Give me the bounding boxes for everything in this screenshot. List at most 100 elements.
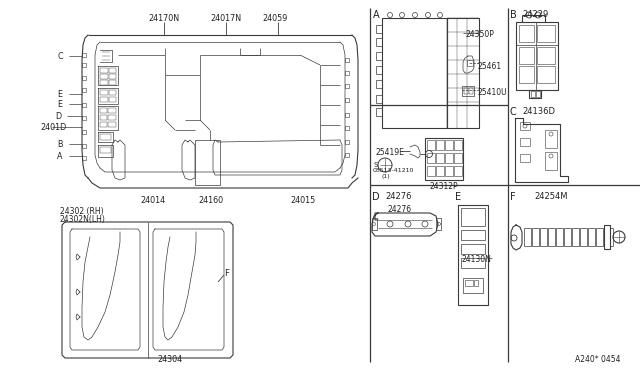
Text: F: F <box>224 269 229 278</box>
Bar <box>109 80 116 85</box>
Bar <box>556 228 563 246</box>
Bar <box>461 230 485 240</box>
Bar <box>345 126 349 130</box>
Bar <box>532 228 539 246</box>
Bar <box>520 138 530 146</box>
Text: 24276: 24276 <box>388 205 412 214</box>
Bar <box>345 113 349 117</box>
Bar <box>580 228 587 246</box>
Bar <box>596 228 603 246</box>
Bar <box>100 122 107 127</box>
Bar <box>454 166 462 176</box>
Text: 2401D: 2401D <box>40 123 67 132</box>
Bar <box>447 18 479 128</box>
Bar <box>100 134 111 140</box>
Bar <box>610 228 613 246</box>
Bar <box>427 140 435 150</box>
Bar <box>537 25 555 42</box>
Bar <box>382 18 447 128</box>
Bar <box>108 108 116 113</box>
Bar <box>445 153 453 163</box>
Bar <box>82 156 86 160</box>
Bar <box>540 228 547 246</box>
Bar <box>469 88 473 94</box>
Bar <box>376 52 382 60</box>
Bar <box>604 225 610 249</box>
Bar <box>100 108 107 113</box>
Text: S: S <box>373 162 378 168</box>
Bar <box>537 47 555 64</box>
Text: F: F <box>510 192 516 202</box>
Bar <box>345 71 349 75</box>
Text: 24304: 24304 <box>157 355 182 364</box>
Text: 25410U: 25410U <box>478 88 508 97</box>
Bar <box>376 80 382 88</box>
Bar <box>82 53 86 57</box>
Bar <box>519 47 534 64</box>
Bar <box>109 68 116 73</box>
Bar <box>519 25 534 42</box>
Bar <box>195 140 220 185</box>
Text: E: E <box>57 100 62 109</box>
Text: D: D <box>55 112 61 121</box>
Bar <box>520 122 530 130</box>
Bar <box>100 97 108 102</box>
Text: 24276: 24276 <box>385 192 412 201</box>
Bar <box>564 228 571 246</box>
Bar <box>82 63 86 67</box>
Bar <box>436 153 444 163</box>
Bar <box>345 153 349 157</box>
Bar <box>100 74 108 79</box>
Bar <box>345 98 349 102</box>
Bar <box>462 86 474 96</box>
Bar <box>376 38 382 46</box>
Bar <box>467 60 473 66</box>
Text: 24130N: 24130N <box>462 255 492 264</box>
Bar <box>572 228 579 246</box>
Bar <box>427 153 435 163</box>
Bar <box>108 115 116 120</box>
Bar <box>474 280 478 286</box>
Text: A: A <box>57 152 63 161</box>
Bar <box>454 140 462 150</box>
Text: 24059: 24059 <box>262 14 287 23</box>
Bar <box>436 166 444 176</box>
Text: C: C <box>57 52 63 61</box>
Bar <box>454 153 462 163</box>
Text: 24312P: 24312P <box>429 182 458 191</box>
Bar <box>464 88 468 94</box>
Bar <box>465 280 473 286</box>
Bar <box>516 22 558 90</box>
Bar <box>82 144 86 148</box>
Bar <box>109 97 116 102</box>
Bar <box>519 66 534 83</box>
Bar <box>588 228 595 246</box>
Text: 24254M: 24254M <box>534 192 568 201</box>
Text: 24229: 24229 <box>522 10 548 19</box>
Text: 08513-41210: 08513-41210 <box>373 168 414 173</box>
Bar <box>524 228 531 246</box>
Text: 25419E: 25419E <box>375 148 404 157</box>
Bar <box>100 90 108 95</box>
Bar <box>100 115 107 120</box>
Bar <box>376 66 382 74</box>
Bar <box>82 116 86 120</box>
Text: D: D <box>372 192 380 202</box>
Text: 24350P: 24350P <box>465 30 494 39</box>
Bar <box>82 130 86 134</box>
Bar <box>461 244 485 254</box>
Bar <box>345 84 349 88</box>
Bar <box>427 166 435 176</box>
Bar <box>545 130 557 148</box>
Bar <box>545 152 557 170</box>
Bar <box>345 140 349 144</box>
Bar <box>531 91 535 97</box>
Bar <box>376 95 382 103</box>
Bar <box>100 147 111 153</box>
Bar <box>548 228 555 246</box>
Bar <box>345 58 349 62</box>
Text: 24302N(LH): 24302N(LH) <box>60 215 106 224</box>
Bar <box>100 68 108 73</box>
Text: A240* 0454: A240* 0454 <box>575 355 621 364</box>
Text: 24017N: 24017N <box>210 14 241 23</box>
